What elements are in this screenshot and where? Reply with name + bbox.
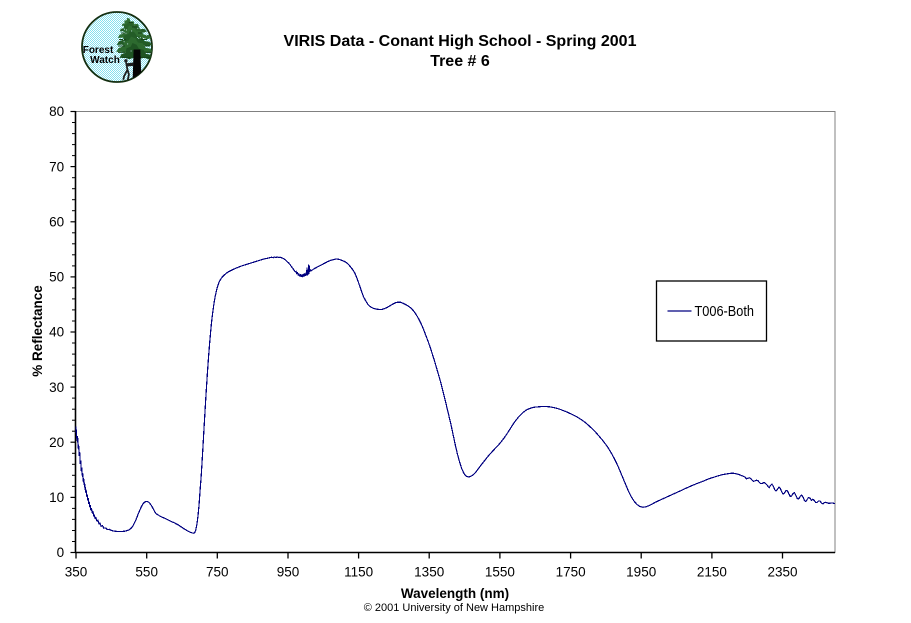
svg-text:VIRIS Data - Conant High Schoo: VIRIS Data - Conant High School - Spring… (284, 33, 637, 50)
svg-text:T006-Both: T006-Both (695, 304, 755, 320)
svg-text:0: 0 (57, 545, 65, 560)
svg-text:2350: 2350 (767, 565, 797, 580)
svg-text:% Reflectance: % Reflectance (30, 285, 45, 377)
svg-text:80: 80 (49, 104, 64, 119)
svg-text:Tree # 6: Tree # 6 (430, 53, 490, 70)
svg-text:350: 350 (65, 565, 88, 580)
svg-text:70: 70 (49, 159, 64, 174)
svg-text:750: 750 (206, 565, 229, 580)
svg-text:Wavelength (nm): Wavelength (nm) (401, 586, 509, 601)
svg-text:Watch: Watch (90, 55, 120, 66)
svg-text:550: 550 (135, 565, 158, 580)
svg-text:60: 60 (49, 214, 64, 229)
svg-text:2150: 2150 (697, 565, 727, 580)
svg-text:10: 10 (49, 490, 64, 505)
svg-text:1750: 1750 (556, 565, 586, 580)
svg-text:Forest: Forest (83, 45, 114, 56)
svg-text:20: 20 (49, 435, 64, 450)
svg-text:1150: 1150 (344, 565, 373, 580)
svg-text:950: 950 (277, 565, 300, 580)
svg-text:50: 50 (49, 270, 64, 285)
svg-text:1950: 1950 (626, 565, 656, 580)
svg-text:© 2001 University of New Hamps: © 2001 University of New Hampshire (364, 602, 545, 614)
svg-text:1350: 1350 (414, 565, 444, 580)
svg-text:1550: 1550 (485, 565, 515, 580)
svg-text:40: 40 (49, 325, 64, 340)
svg-text:30: 30 (49, 380, 64, 395)
